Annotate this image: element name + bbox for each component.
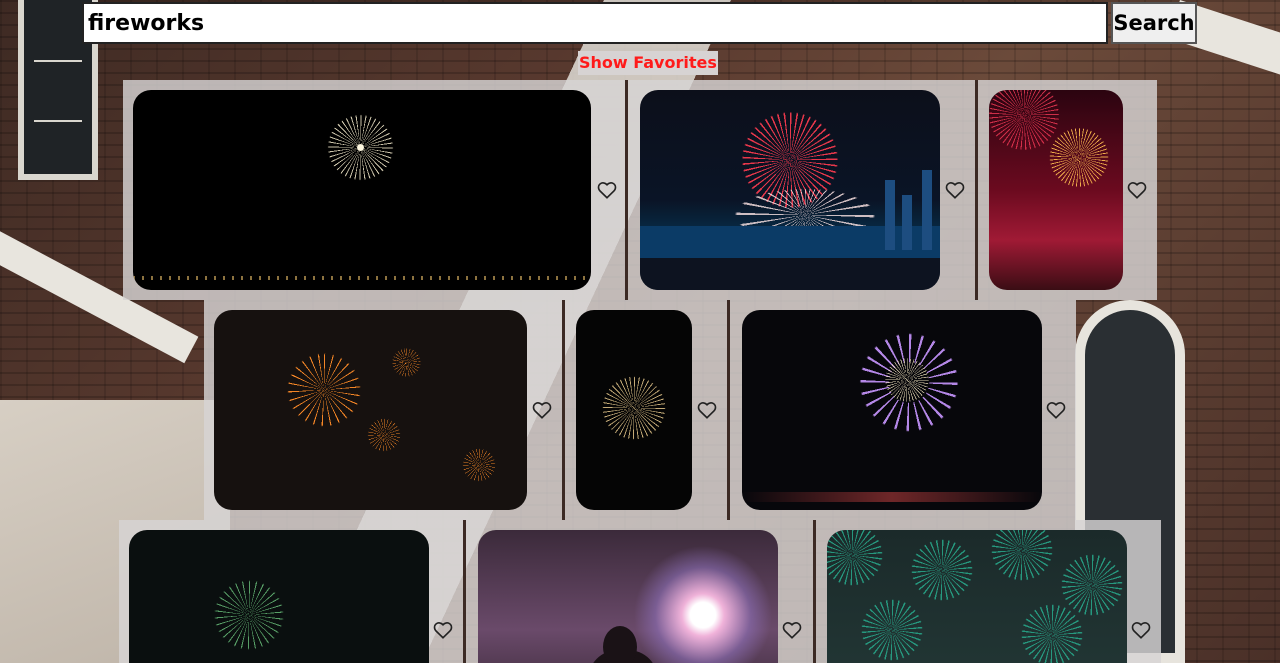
gallery-divider: [813, 520, 816, 663]
gallery-divider: [625, 80, 628, 300]
gallery-divider: [562, 300, 565, 520]
gallery-divider: [463, 520, 466, 663]
firework-burst: [323, 110, 398, 185]
gallery-photo-8[interactable]: [478, 530, 778, 663]
favorite-heart-icon[interactable]: [433, 621, 453, 639]
gallery-row-3: [119, 520, 1161, 663]
search-input[interactable]: [82, 2, 1108, 44]
gallery-photo-3[interactable]: [989, 90, 1123, 290]
favorite-heart-icon[interactable]: [597, 181, 617, 199]
favorite-heart-icon[interactable]: [532, 401, 552, 419]
firework-burst: [1017, 600, 1087, 663]
firework-burst: [204, 575, 294, 655]
firework-burst: [857, 595, 927, 663]
favorite-heart-icon[interactable]: [945, 181, 965, 199]
city-skyline: [640, 210, 940, 290]
sparkler-spark: [279, 345, 369, 435]
spectator-head: [603, 626, 637, 663]
favorite-heart-icon[interactable]: [697, 401, 717, 419]
favorite-heart-icon[interactable]: [1046, 401, 1066, 419]
show-favorites-button[interactable]: Show Favorites: [578, 51, 718, 75]
firework-burst: [598, 372, 670, 444]
firework-burst: [882, 355, 932, 405]
favorite-heart-icon[interactable]: [782, 621, 802, 639]
sparkler-spark: [459, 445, 499, 485]
sparkler-spark: [364, 415, 404, 455]
city-tower: [885, 180, 895, 250]
favorite-heart-icon[interactable]: [1127, 181, 1147, 199]
firework-burst: [1044, 125, 1114, 190]
firework-burst: [628, 540, 778, 663]
gallery-photo-7[interactable]: [129, 530, 429, 663]
firework-burst: [987, 530, 1057, 585]
gallery-photo-1[interactable]: [133, 90, 591, 290]
firework-burst: [827, 530, 887, 590]
firework-burst: [907, 535, 977, 605]
gallery-photo-9[interactable]: [827, 530, 1127, 663]
favorite-heart-icon[interactable]: [1131, 621, 1151, 639]
gallery-photo-6[interactable]: [742, 310, 1042, 510]
search-button[interactable]: Search: [1111, 2, 1197, 44]
city-tower: [922, 170, 932, 250]
search-bar: Search: [82, 2, 1198, 44]
gallery-row-1: [123, 80, 1157, 300]
horizon-lights: [133, 276, 591, 280]
gallery-divider: [975, 80, 978, 300]
gallery-row-2: [204, 300, 1076, 520]
water-reflection: [742, 492, 1042, 502]
sparkler-spark: [389, 345, 424, 380]
gallery-photo-5[interactable]: [576, 310, 692, 510]
gallery-photo-4[interactable]: [214, 310, 527, 510]
gallery-photo-2[interactable]: [640, 90, 940, 290]
city-tower: [902, 195, 912, 250]
gallery-divider: [727, 300, 730, 520]
